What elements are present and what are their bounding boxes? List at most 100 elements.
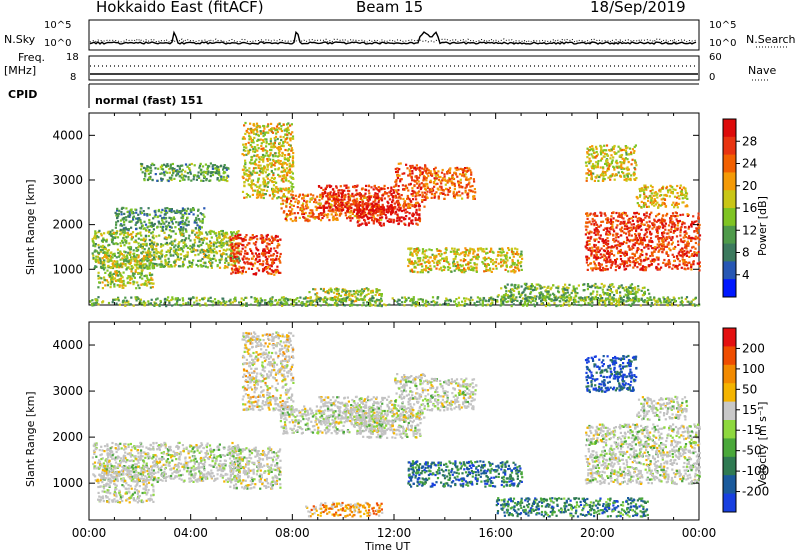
power-cell <box>218 245 221 248</box>
power-cell <box>115 221 118 224</box>
power-cell <box>289 206 292 209</box>
power-cell <box>304 211 307 215</box>
power-cell <box>207 250 210 253</box>
power-cell <box>334 295 337 299</box>
power-cell <box>397 206 400 209</box>
power-cell <box>138 272 141 275</box>
power-cell <box>497 253 500 256</box>
power-cell <box>256 189 259 192</box>
power-cell <box>428 268 431 271</box>
power-cell <box>397 222 400 226</box>
nave-tick-low: 0 <box>709 72 716 83</box>
power-cell <box>276 235 279 238</box>
power-cell <box>417 166 420 170</box>
power-cell <box>163 172 166 175</box>
power-cell <box>429 267 433 270</box>
power-cell <box>410 268 413 271</box>
power-cell <box>169 264 173 267</box>
power-cell <box>407 189 410 192</box>
power-cell <box>339 213 342 216</box>
power-cell <box>234 253 237 256</box>
power-cell <box>331 199 334 202</box>
power-cell <box>653 223 656 226</box>
power-cell <box>418 213 421 216</box>
power-cell <box>146 213 149 216</box>
power-cell <box>97 251 100 254</box>
power-cell <box>271 180 274 184</box>
power-cell <box>127 251 130 254</box>
power-cell <box>374 197 377 200</box>
power-cell <box>337 294 340 297</box>
power-cell <box>603 259 606 262</box>
power-cell <box>158 263 161 266</box>
power-cell <box>407 224 410 227</box>
power-cell <box>244 270 247 274</box>
power-cell <box>282 177 286 180</box>
power-cell <box>419 171 422 174</box>
nave-tick-high: 60 <box>709 52 722 63</box>
power-cell <box>148 218 151 222</box>
power-cell <box>167 263 170 266</box>
power-cell <box>379 221 382 224</box>
power-cell <box>337 290 340 293</box>
power-cell <box>133 252 136 255</box>
power-cell <box>285 205 288 208</box>
power-cell <box>229 258 232 261</box>
power-cell <box>323 213 326 216</box>
power-cell <box>283 158 286 161</box>
power-cell <box>377 189 380 192</box>
power-cell <box>170 265 173 268</box>
power-cell <box>269 152 272 155</box>
power-cell <box>531 284 534 288</box>
power-cell <box>634 286 637 289</box>
power-cell <box>335 207 338 210</box>
power-cell <box>299 208 302 212</box>
power-cell <box>473 180 476 183</box>
power-cell <box>197 208 200 211</box>
power-cell <box>156 215 159 219</box>
power-cell <box>636 291 639 294</box>
power-cell <box>270 164 273 167</box>
power-cell <box>177 246 180 249</box>
power-cell <box>177 265 181 268</box>
power-cell <box>662 235 665 238</box>
power-cell <box>593 228 596 231</box>
power-cell <box>151 248 154 251</box>
power-cell <box>143 283 146 286</box>
power-cell <box>376 210 379 213</box>
power-cell <box>152 228 155 231</box>
power-cell <box>215 252 219 255</box>
power-cell <box>697 212 700 215</box>
power-cell <box>173 167 176 171</box>
power-cell <box>520 293 523 296</box>
power-cell <box>147 253 150 256</box>
power-cell <box>143 220 146 223</box>
power-cell <box>272 261 276 264</box>
power-cell <box>237 255 240 258</box>
power-cell <box>262 134 265 138</box>
power-cell <box>422 198 425 201</box>
power-cell <box>194 227 198 230</box>
power-cell <box>331 216 335 219</box>
power-cell <box>352 210 356 213</box>
power-cell <box>342 208 345 211</box>
power-cell <box>375 202 378 206</box>
power-cell <box>359 204 362 207</box>
power-cell <box>172 254 175 257</box>
power-cell <box>284 140 287 143</box>
power-cell <box>394 194 397 197</box>
power-cell <box>124 231 127 234</box>
power-cell <box>210 241 213 245</box>
power-cell <box>334 211 337 214</box>
power-cell <box>698 261 701 264</box>
power-cell <box>676 265 679 268</box>
power-cell <box>514 270 517 273</box>
power-cell <box>163 255 167 258</box>
power-cell <box>629 284 632 287</box>
power-cell <box>455 193 458 196</box>
power-cell <box>440 253 443 256</box>
power-cell <box>482 248 485 251</box>
power-cell <box>683 234 686 237</box>
power-cell <box>338 214 341 217</box>
power-cell <box>359 197 362 201</box>
